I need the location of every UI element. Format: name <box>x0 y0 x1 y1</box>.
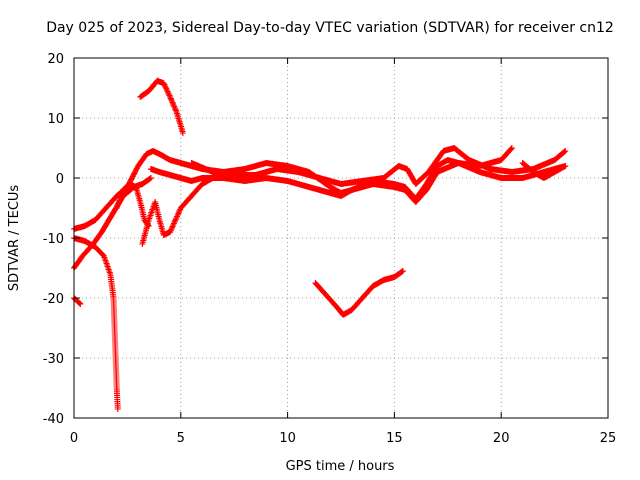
y-tick-label: -20 <box>43 292 64 307</box>
x-tick-label: 15 <box>386 431 403 446</box>
series-arc-8 <box>147 145 515 205</box>
x-tick-label: 0 <box>70 431 78 446</box>
data-point-markers <box>71 295 84 307</box>
y-tick-label: -40 <box>43 412 64 427</box>
data-point-markers <box>188 145 569 187</box>
x-tick-label: 20 <box>493 431 510 446</box>
data-point-markers <box>519 160 569 181</box>
y-tick-label: 20 <box>47 52 64 67</box>
data-point-markers <box>71 175 154 271</box>
series-arc-7 <box>137 77 186 136</box>
y-axis-label: SDTVAR / TECUs <box>7 185 22 292</box>
data-layer <box>71 77 569 412</box>
series-arc-11 <box>519 160 569 181</box>
ticks: 0 5 10 15 20 25 -40 -30 -20 -10 0 10 20 <box>43 52 617 446</box>
data-point-markers <box>312 268 406 318</box>
series-arc-2 <box>71 175 154 271</box>
y-tick-label: 10 <box>47 112 64 127</box>
series-arc-9 <box>188 145 569 187</box>
data-point-markers <box>137 77 186 136</box>
x-tick-label: 5 <box>177 431 185 446</box>
series-arc-1 <box>71 295 84 307</box>
y-tick-label: 0 <box>56 172 64 187</box>
x-tick-label: 10 <box>279 431 296 446</box>
chart-title: Day 025 of 2023, Sidereal Day-to-day VTE… <box>46 20 614 36</box>
data-point-markers <box>113 181 152 229</box>
x-tick-label: 25 <box>600 431 617 446</box>
x-axis-label: GPS time / hours <box>286 459 395 474</box>
series-arc-5 <box>113 181 152 229</box>
series-arc-6 <box>139 172 227 247</box>
series-arc-10 <box>312 268 406 318</box>
grid <box>74 58 608 418</box>
data-point-markers <box>139 172 227 247</box>
data-point-markers <box>147 145 515 205</box>
y-tick-label: -10 <box>43 232 64 247</box>
y-tick-label: -30 <box>43 352 64 367</box>
